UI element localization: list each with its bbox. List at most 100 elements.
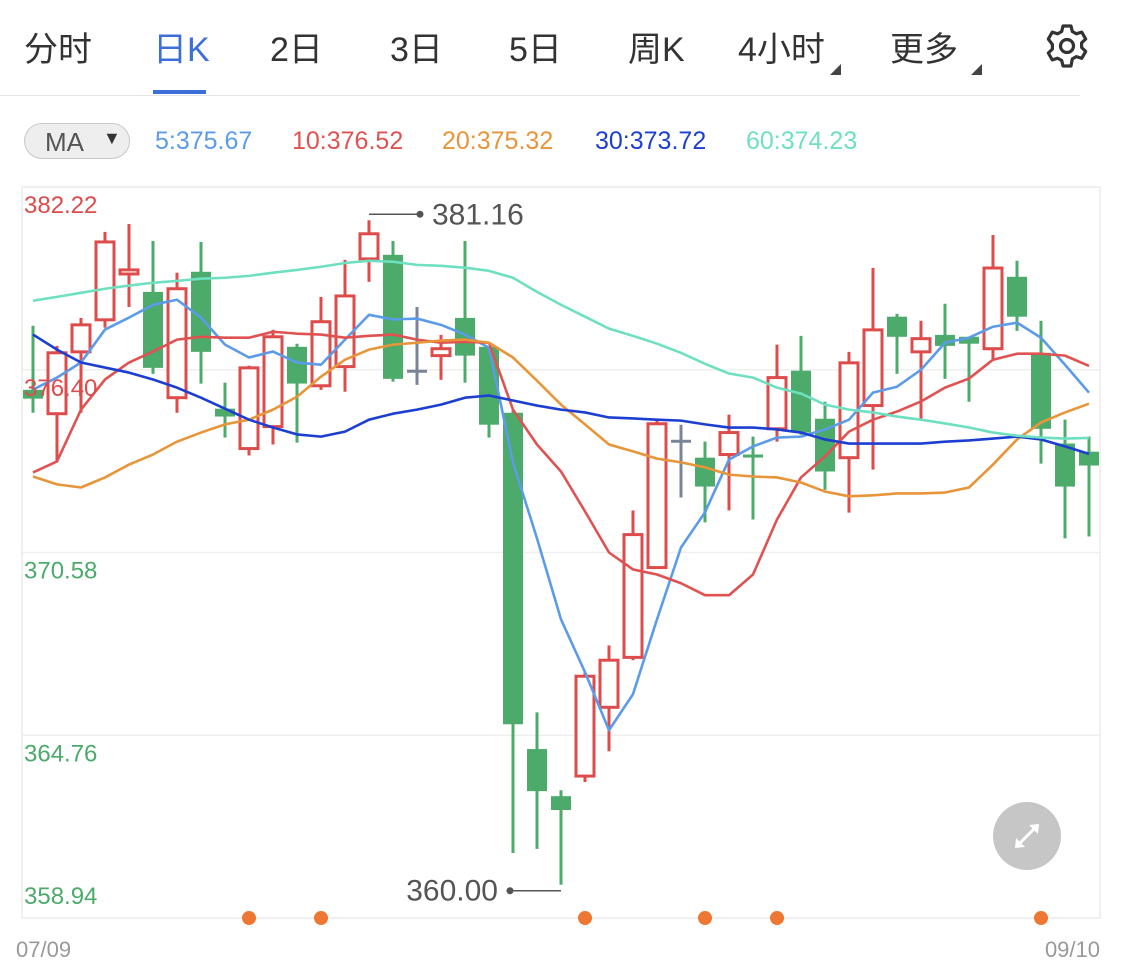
candle-body xyxy=(718,431,740,457)
candle-body xyxy=(215,408,235,417)
x-label-start: 07/09 xyxy=(16,937,71,962)
candle xyxy=(815,401,835,490)
ma10-value: 10:376.52 xyxy=(292,127,404,155)
candle xyxy=(310,296,332,390)
ma20-line xyxy=(32,338,1090,498)
candle xyxy=(287,343,307,443)
event-marker-dot xyxy=(1034,911,1048,925)
ma30-line xyxy=(32,333,1090,456)
dropdown-corner-icon xyxy=(830,64,841,75)
min-price-label: 360.00 xyxy=(406,875,498,908)
candle xyxy=(455,241,475,383)
candle-body xyxy=(1079,451,1099,466)
candle-body xyxy=(622,533,644,659)
event-marker-dot xyxy=(698,911,712,925)
event-marker-dot xyxy=(770,911,784,925)
candle-body xyxy=(671,439,691,443)
candle-body xyxy=(862,328,884,408)
tab-3-day[interactable]: 3日 xyxy=(390,31,443,69)
tab-more[interactable]: 更多 xyxy=(890,31,958,69)
candle xyxy=(527,712,547,849)
candle xyxy=(238,365,260,456)
period-tabs: 分时 日K 2日 3日 5日 周K 4小时 更多 xyxy=(0,0,1080,96)
candle-body xyxy=(791,370,811,433)
candle xyxy=(503,410,523,854)
candle xyxy=(766,344,788,442)
candle xyxy=(935,303,955,379)
tab-2-day[interactable]: 2日 xyxy=(270,31,323,69)
candle-body xyxy=(1031,352,1051,429)
candle-body xyxy=(743,454,763,458)
candle-body xyxy=(646,422,668,570)
candle xyxy=(383,241,403,382)
candle-body xyxy=(358,232,380,261)
candle-body xyxy=(1055,443,1075,487)
candle-body xyxy=(430,347,452,358)
candle-body xyxy=(527,749,547,792)
candle-body xyxy=(910,337,932,354)
indicator-selector[interactable]: MA ▼ xyxy=(24,123,130,159)
expand-button[interactable] xyxy=(993,802,1061,870)
candle xyxy=(791,335,811,435)
event-marker-dot xyxy=(242,911,256,925)
min-leader-dot xyxy=(506,887,514,895)
y-tick-label: 364.76 xyxy=(24,740,97,767)
candle xyxy=(910,320,932,419)
caret-down-icon: ▼ xyxy=(103,128,121,148)
candle-body xyxy=(695,457,715,487)
candle-body xyxy=(959,336,979,344)
candle-body xyxy=(935,334,955,346)
max-leader-dot xyxy=(416,210,424,218)
candle-body xyxy=(238,366,260,451)
max-price-label: 381.16 xyxy=(432,198,524,231)
x-label-end: 09/10 xyxy=(1045,937,1100,962)
ma5-value: 5:375.67 xyxy=(155,127,253,155)
candle xyxy=(982,235,1004,360)
candle xyxy=(718,414,740,511)
indicator-label: MA xyxy=(45,127,84,157)
y-tick-label: 376.40 xyxy=(24,375,97,402)
candle-body xyxy=(887,316,907,337)
candle xyxy=(94,231,116,328)
candle-body xyxy=(287,346,307,384)
candle xyxy=(695,441,715,523)
candle-body xyxy=(982,266,1004,351)
ma60-line xyxy=(32,259,1090,440)
candle xyxy=(959,336,979,402)
candle xyxy=(358,220,380,282)
tab-weekly-k[interactable]: 周K xyxy=(628,31,685,69)
y-tick-label: 358.94 xyxy=(24,883,97,910)
candle-body xyxy=(23,389,43,399)
candle-body xyxy=(598,658,620,709)
tab-5-day[interactable]: 5日 xyxy=(509,31,562,69)
candle xyxy=(23,325,43,413)
ma20-value: 20:375.32 xyxy=(442,127,554,155)
candle-body xyxy=(70,323,92,354)
candle xyxy=(334,259,356,392)
active-tab-indicator xyxy=(153,90,206,94)
candle xyxy=(430,334,452,380)
candle-body xyxy=(191,271,211,352)
ma10-line xyxy=(32,330,1090,597)
candle xyxy=(46,345,68,462)
tab-4-hour[interactable]: 4小时 xyxy=(738,31,825,69)
candle xyxy=(862,268,884,470)
candle xyxy=(551,790,571,885)
candle-body xyxy=(574,674,596,778)
event-marker-dot xyxy=(314,911,328,925)
tab-daily-k[interactable]: 日K xyxy=(153,31,210,69)
candle xyxy=(743,436,763,520)
gear-icon[interactable] xyxy=(1043,22,1091,70)
y-tick-label: 370.58 xyxy=(24,558,97,585)
candle-body xyxy=(383,254,403,379)
candle xyxy=(118,224,140,307)
event-marker-dot xyxy=(578,911,592,925)
expand-arrows-icon xyxy=(1015,824,1039,848)
tab-intraday[interactable]: 分时 xyxy=(24,31,92,69)
candle-body xyxy=(118,268,140,276)
candle xyxy=(407,306,427,385)
y-tick-label: 382.22 xyxy=(24,192,97,219)
candle xyxy=(887,313,907,374)
ma60-value: 60:374.23 xyxy=(746,127,858,155)
